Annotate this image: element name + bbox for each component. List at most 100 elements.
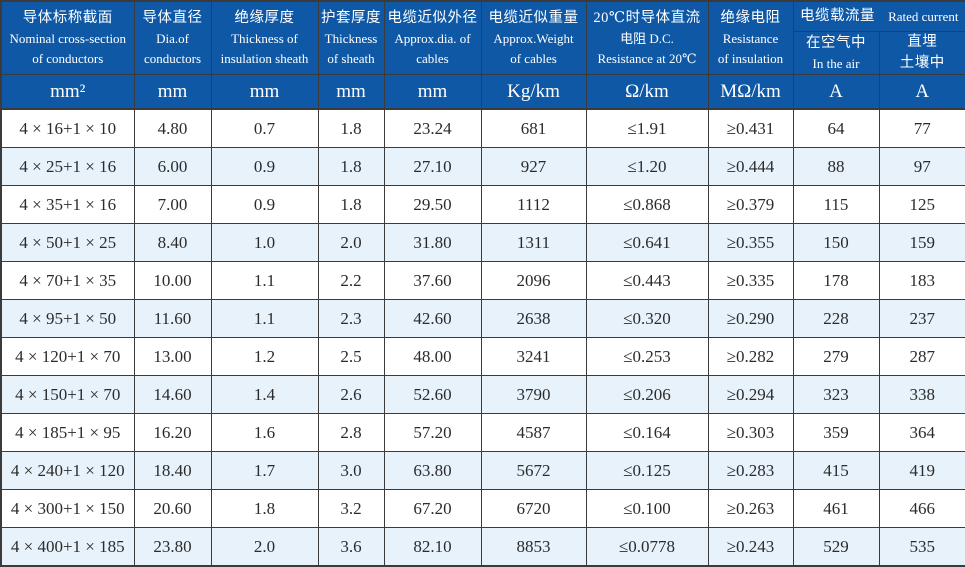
table-cell: 48.00 [384,338,481,376]
table-cell: 10.00 [134,262,211,300]
table-cell: 13.00 [134,338,211,376]
col-header-insulation-thickness: 绝缘厚度 Thickness of insulation sheath [211,1,318,75]
unit-cell: mm [318,75,384,110]
table-cell: 1.1 [211,300,318,338]
table-cell: 88 [793,148,879,186]
unit-cell: mm [134,75,211,110]
header-line: Thickness of [212,29,318,49]
table-cell: ≤0.320 [586,300,708,338]
table-cell: 228 [793,300,879,338]
header-line: In the air [794,54,879,74]
table-cell: 529 [793,528,879,567]
header-line: 导体直径 [135,8,211,29]
table-cell: 4 × 50+1 × 25 [1,224,134,262]
header-line: 土壤中 [880,53,965,74]
table-cell: 150 [793,224,879,262]
table-cell: 5672 [481,452,586,490]
header-line: of sheath [319,49,384,69]
col-header-cable-diameter: 电缆近似外径 Approx.dia. of cables [384,1,481,75]
cable-spec-page: 导体标称截面 Nominal cross-section of conducto… [0,0,965,548]
table-cell: 466 [879,490,965,528]
table-cell: ≥0.355 [708,224,793,262]
col-header-conductor-diameter: 导体直径 Dia.of conductors [134,1,211,75]
header-line: 导体标称截面 [2,8,134,29]
col-header-current-buried: 直埋 土壤中 [879,32,965,75]
header-line: Approx.Weight [482,29,586,49]
table-cell: 1.1 [211,262,318,300]
table-cell: 0.9 [211,186,318,224]
table-cell: 2.5 [318,338,384,376]
table-cell: 67.20 [384,490,481,528]
header-line: 20℃时导体直流 [587,8,708,29]
table-cell: 183 [879,262,965,300]
table-cell: 4 × 185+1 × 95 [1,414,134,452]
header-line: Resistance at 20℃ [587,49,708,69]
header-line: conductors [135,49,211,69]
table-cell: 97 [879,148,965,186]
table-cell: ≥0.282 [708,338,793,376]
table-cell: 4.80 [134,109,211,148]
unit-cell: A [793,75,879,110]
table-cell: 27.10 [384,148,481,186]
unit-cell: mm [384,75,481,110]
table-cell: 23.24 [384,109,481,148]
table-cell: 159 [879,224,965,262]
table-cell: ≤0.206 [586,376,708,414]
table-cell: 8.40 [134,224,211,262]
table-cell: 461 [793,490,879,528]
table-cell: 4 × 120+1 × 70 [1,338,134,376]
table-cell: ≥0.431 [708,109,793,148]
col-header-insulation-resistance: 绝缘电阻 Resistance of insulation [708,1,793,75]
table-cell: 64 [793,109,879,148]
table-cell: 4 × 150+1 × 70 [1,376,134,414]
table-cell: 3.6 [318,528,384,567]
table-cell: 279 [793,338,879,376]
table-cell: 11.60 [134,300,211,338]
table-cell: 323 [793,376,879,414]
table-cell: 681 [481,109,586,148]
table-cell: ≤0.100 [586,490,708,528]
table-cell: ≤0.0778 [586,528,708,567]
header-line: of insulation [709,49,793,69]
table-cell: 29.50 [384,186,481,224]
header-line: 护套厚度 [319,8,384,29]
table-cell: 1112 [481,186,586,224]
table-cell: ≥0.263 [708,490,793,528]
table-cell: 4 × 25+1 × 16 [1,148,134,186]
header-line: 在空气中 [794,33,879,54]
table-cell: 4 × 16+1 × 10 [1,109,134,148]
table-cell: 2.3 [318,300,384,338]
table-cell: 8853 [481,528,586,567]
rated-current-label-en: Rated current [888,7,958,27]
table-cell: ≥0.243 [708,528,793,567]
table-cell: ≤0.125 [586,452,708,490]
table-cell: 338 [879,376,965,414]
table-cell: 4 × 400+1 × 185 [1,528,134,567]
table-cell: 1.8 [211,490,318,528]
table-cell: 4587 [481,414,586,452]
table-cell: 6720 [481,490,586,528]
unit-cell: mm² [1,75,134,110]
table-cell: 52.60 [384,376,481,414]
table-cell: 2096 [481,262,586,300]
table-cell: ≤0.164 [586,414,708,452]
table-cell: 23.80 [134,528,211,567]
table-cell: ≥0.444 [708,148,793,186]
table-cell: 178 [793,262,879,300]
table-cell: ≤0.868 [586,186,708,224]
table-header: 导体标称截面 Nominal cross-section of conducto… [1,1,965,109]
table-cell: 3.0 [318,452,384,490]
table-cell: 18.40 [134,452,211,490]
table-cell: 4 × 35+1 × 16 [1,186,134,224]
table-cell: 82.10 [384,528,481,567]
table-cell: 2638 [481,300,586,338]
header-line: 电缆近似重量 [482,8,586,29]
table-cell: 2.6 [318,376,384,414]
